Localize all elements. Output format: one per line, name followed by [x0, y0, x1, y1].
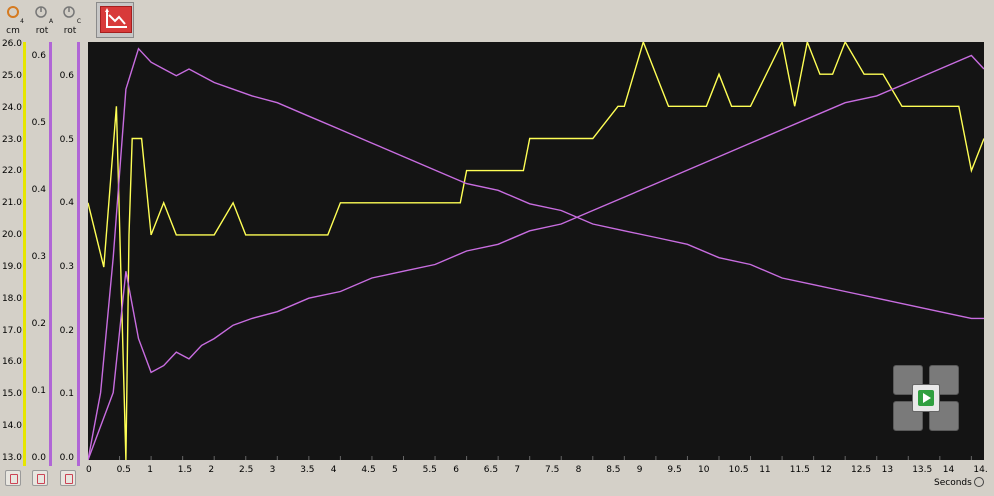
x-tick-label: 11 [759, 465, 771, 475]
x-tick-label: 5 [392, 465, 398, 475]
x-axis-label: Seconds [934, 478, 972, 488]
axis-tick-label: 22.0 [1, 166, 22, 177]
x-tick-label: 2 [208, 465, 215, 475]
axis-tick-label: 0.6 [59, 71, 74, 81]
x-tick-label: 11.5 [789, 465, 810, 475]
axis-tick-label: 23.0 [1, 134, 22, 145]
x-tick-label: 5.5 [422, 465, 437, 475]
column-port-c: C [76, 18, 82, 25]
x-tick-label: 12.5 [851, 465, 872, 475]
series-line-1 [87, 47, 984, 461]
column-unit-cm: cm [6, 26, 20, 36]
series-line-0 [87, 39, 985, 461]
play-button[interactable] [912, 384, 940, 412]
navigation-pad[interactable] [893, 365, 959, 431]
x-tick-label: 2.5 [239, 465, 254, 475]
x-tick-label: 9.5 [667, 465, 682, 475]
axis-tick-label: 0.0 [59, 453, 74, 463]
graph-icon [100, 6, 132, 33]
column-unit-rot-c: rot [63, 26, 77, 36]
play-icon [918, 390, 934, 406]
axis-tick-label: 13.0 [1, 453, 22, 463]
x-tick-label: 10 [698, 465, 710, 475]
x-tick-label: 8.5 [606, 465, 621, 475]
column-port-a: A [48, 18, 54, 25]
axis-tick-label: 17.0 [1, 325, 22, 336]
x-tick-label: 1 [147, 465, 153, 475]
axis-tick-label: 25.0 [1, 70, 22, 81]
motor-rotation-icon[interactable] [62, 4, 76, 18]
axis-tick-label: 0.4 [31, 185, 46, 195]
axis-tick-label: 14.0 [1, 421, 22, 432]
graph-tool-button[interactable] [96, 2, 134, 38]
axis-tick-label: 0.3 [31, 252, 46, 262]
axis-tick-label: 0.1 [31, 386, 46, 396]
x-tick-label: 7 [514, 465, 521, 475]
x-tick-label: 13 [881, 465, 894, 475]
x-tick-label: 10.5 [728, 465, 749, 475]
rot-a-axis-bar [49, 42, 52, 466]
axis-tick-label: 19.0 [1, 261, 22, 272]
x-tick-label: 1.5 [177, 465, 193, 475]
x-tick-label: 0.5 [116, 465, 131, 475]
cm-axis-bar [23, 42, 26, 466]
rot-c-axis-bar [77, 42, 80, 466]
clock-icon [974, 477, 984, 487]
axis-tick-label: 15.0 [1, 389, 22, 400]
x-tick-label: 6.5 [483, 465, 499, 475]
rot-c-axis-settings-button[interactable] [60, 470, 76, 486]
x-tick-label: 12 [820, 465, 832, 475]
axis-tick-label: 18.0 [1, 293, 22, 304]
axis-tick-label: 0.1 [59, 389, 74, 400]
axis-tick-label: 0.5 [59, 134, 74, 145]
axis-tick-label: 0.2 [59, 325, 74, 336]
x-tick-label: 14. [973, 465, 988, 475]
x-tick-label: 7.5 [545, 465, 560, 475]
axis-tick-label: 0.5 [31, 118, 46, 128]
column-unit-rot-a: rot [35, 26, 49, 36]
axis-tick-label: 0.0 [31, 453, 46, 463]
axis-tick-label: 0.3 [59, 262, 74, 272]
axis-tick-label: 21.0 [1, 198, 22, 209]
axis-tick-label: 24.0 [1, 102, 22, 113]
cm-axis-settings-button[interactable] [5, 470, 21, 486]
series-line-2 [87, 54, 985, 461]
axis-tick-label: 16.0 [1, 357, 22, 368]
axis-tick-label: 0.4 [59, 198, 74, 209]
rot-a-axis-settings-button[interactable] [32, 470, 48, 486]
axis-tick-label: 20.0 [1, 230, 22, 241]
ultrasonic-sensor-icon[interactable] [6, 4, 20, 18]
x-tick-label: 8 [575, 465, 582, 475]
x-tick-label: 4 [330, 465, 337, 475]
x-tick-label: 14 [942, 465, 955, 475]
axis-tick-label: 0.2 [31, 319, 46, 329]
x-tick-label: 9 [636, 465, 643, 475]
column-port-4: 4 [20, 18, 24, 25]
x-tick-label: 6 [453, 465, 459, 475]
x-tick-label: 13.5 [912, 465, 933, 475]
x-tick-label: 4.5 [361, 465, 376, 475]
axis-tick-label: 0.6 [31, 51, 46, 61]
x-tick-label: 3 [269, 465, 276, 475]
motor-rotation-icon[interactable] [34, 4, 48, 18]
axis-tick-label: 26.0 [1, 39, 22, 49]
x-tick-label: 0 [86, 465, 92, 475]
data-plot[interactable] [87, 39, 985, 461]
x-tick-label: 3.5 [300, 465, 315, 475]
